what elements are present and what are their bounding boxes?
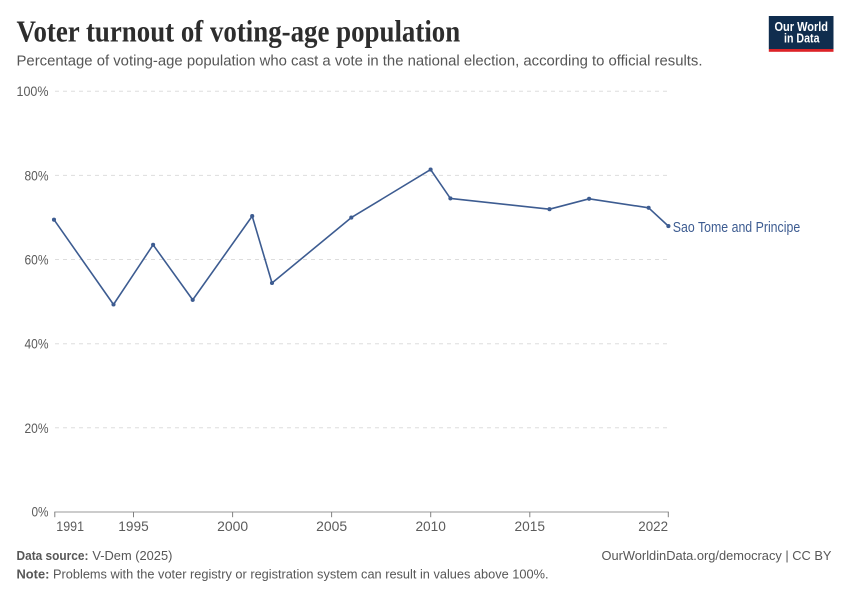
- svg-text:2015: 2015: [515, 518, 546, 534]
- svg-text:60%: 60%: [25, 252, 49, 268]
- svg-text:20%: 20%: [25, 420, 49, 436]
- svg-text:Percentage of voting-age popul: Percentage of voting-age population who …: [17, 52, 703, 69]
- svg-text:2000: 2000: [217, 518, 248, 534]
- svg-text:Voter turnout of voting-age po: Voter turnout of voting-age population: [17, 15, 461, 49]
- svg-text:40%: 40%: [25, 336, 49, 352]
- svg-text:2005: 2005: [316, 518, 347, 534]
- svg-text:Data source:: Data source:: [17, 548, 89, 563]
- svg-text:2010: 2010: [415, 518, 446, 534]
- svg-text:V-Dem (2025): V-Dem (2025): [92, 548, 172, 563]
- svg-text:Problems with the voter regist: Problems with the voter registry or regi…: [53, 567, 549, 582]
- svg-text:in Data: in Data: [784, 32, 820, 46]
- svg-text:1991: 1991: [56, 518, 84, 534]
- svg-text:80%: 80%: [25, 167, 49, 183]
- svg-text:100%: 100%: [17, 83, 49, 99]
- svg-text:Our World: Our World: [775, 20, 829, 34]
- svg-text:0%: 0%: [32, 504, 49, 520]
- svg-text:Sao Tome and Principe: Sao Tome and Principe: [673, 220, 800, 236]
- svg-text:Note:: Note:: [17, 567, 50, 582]
- svg-text:OurWorldinData.org/democracy |: OurWorldinData.org/democracy | CC BY: [602, 548, 832, 563]
- svg-text:1995: 1995: [118, 518, 149, 534]
- svg-text:2022: 2022: [638, 518, 668, 534]
